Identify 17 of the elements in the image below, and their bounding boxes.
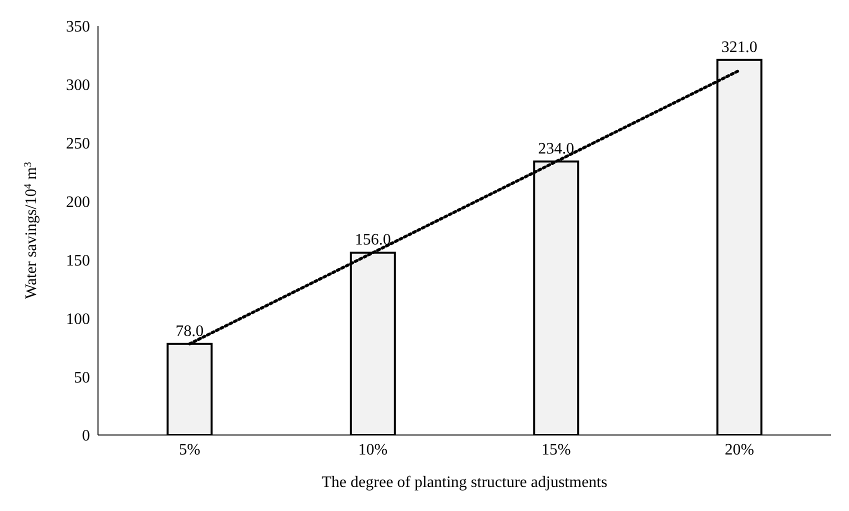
y-tick-label: 200	[66, 194, 90, 211]
y-tick-label: 100	[66, 310, 90, 328]
y-tick-label: 0	[82, 428, 90, 445]
x-axis-title: The degree of planting structure adjustments	[322, 474, 608, 491]
data-label: 78.0	[176, 322, 204, 340]
x-tick-label: 15%	[541, 441, 571, 458]
x-tick-label: 5%	[178, 441, 200, 458]
y-tick-label: 50	[74, 369, 90, 386]
data-label: 234.0	[538, 140, 574, 158]
data-label: 156.0	[354, 232, 391, 249]
y-tick-label: 350	[66, 18, 90, 36]
y-tick-label: 250	[66, 136, 90, 153]
x-tick-label: 20%	[724, 441, 754, 458]
y-tick-label: 150	[66, 252, 90, 270]
x-tick-label: 10%	[358, 441, 388, 458]
data-label: 321.0	[721, 38, 758, 56]
y-tick-label: 300	[66, 77, 90, 94]
